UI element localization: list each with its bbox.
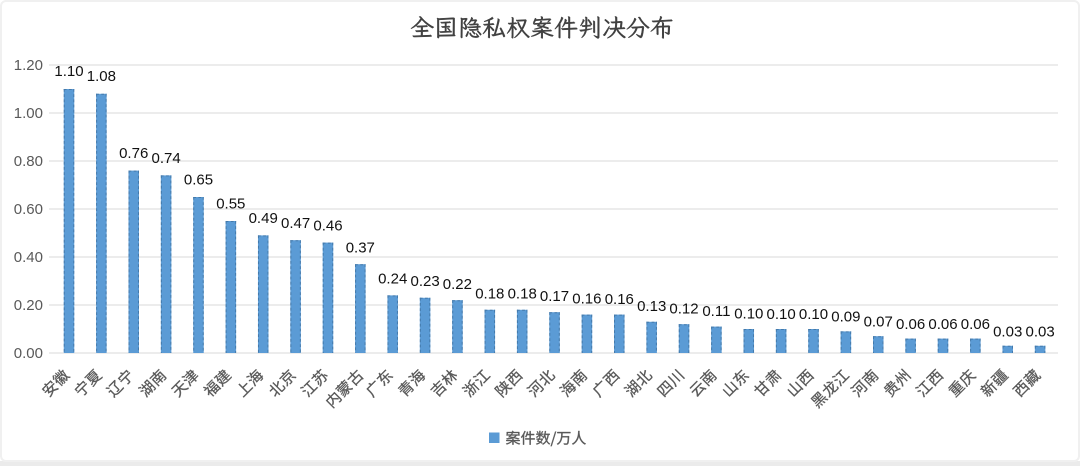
svg-text:1.08: 1.08 bbox=[87, 68, 116, 85]
svg-text:0.47: 0.47 bbox=[281, 215, 310, 232]
svg-text:0.13: 0.13 bbox=[637, 298, 666, 315]
svg-text:0.06: 0.06 bbox=[961, 316, 990, 333]
svg-text:0.80: 0.80 bbox=[14, 153, 43, 170]
svg-text:0.03: 0.03 bbox=[993, 324, 1022, 341]
svg-text:0.10: 0.10 bbox=[734, 306, 763, 323]
svg-text:0.07: 0.07 bbox=[864, 313, 893, 330]
svg-text:0.06: 0.06 bbox=[896, 316, 925, 333]
svg-text:0.16: 0.16 bbox=[605, 291, 634, 308]
svg-text:0.10: 0.10 bbox=[799, 306, 828, 323]
svg-text:0.10: 0.10 bbox=[766, 306, 795, 323]
svg-text:0.76: 0.76 bbox=[119, 145, 148, 162]
svg-text:0.65: 0.65 bbox=[184, 172, 213, 189]
svg-text:0.55: 0.55 bbox=[216, 196, 245, 213]
svg-text:0.22: 0.22 bbox=[443, 276, 472, 293]
svg-text:0.09: 0.09 bbox=[831, 309, 860, 326]
svg-text:0.20: 0.20 bbox=[14, 297, 43, 314]
svg-text:0.11: 0.11 bbox=[702, 303, 730, 320]
svg-text:0.00: 0.00 bbox=[14, 345, 43, 362]
svg-text:1.10: 1.10 bbox=[54, 63, 83, 80]
svg-text:0.60: 0.60 bbox=[14, 201, 43, 218]
svg-text:0.37: 0.37 bbox=[346, 239, 375, 256]
svg-text:0.23: 0.23 bbox=[410, 273, 439, 290]
svg-text:0.74: 0.74 bbox=[151, 150, 180, 167]
svg-text:0.49: 0.49 bbox=[249, 210, 278, 227]
svg-text:0.46: 0.46 bbox=[313, 218, 342, 235]
svg-text:0.12: 0.12 bbox=[669, 301, 698, 318]
svg-text:0.06: 0.06 bbox=[928, 316, 957, 333]
svg-text:0.18: 0.18 bbox=[475, 286, 504, 303]
svg-text:0.16: 0.16 bbox=[572, 291, 601, 308]
svg-text:0.40: 0.40 bbox=[14, 249, 43, 266]
svg-text:0.24: 0.24 bbox=[378, 271, 407, 288]
svg-text:0.03: 0.03 bbox=[1025, 324, 1054, 341]
svg-text:1.20: 1.20 bbox=[14, 57, 43, 74]
svg-text:0.18: 0.18 bbox=[508, 286, 537, 303]
svg-text:0.17: 0.17 bbox=[540, 288, 569, 305]
svg-text:1.00: 1.00 bbox=[14, 105, 43, 122]
